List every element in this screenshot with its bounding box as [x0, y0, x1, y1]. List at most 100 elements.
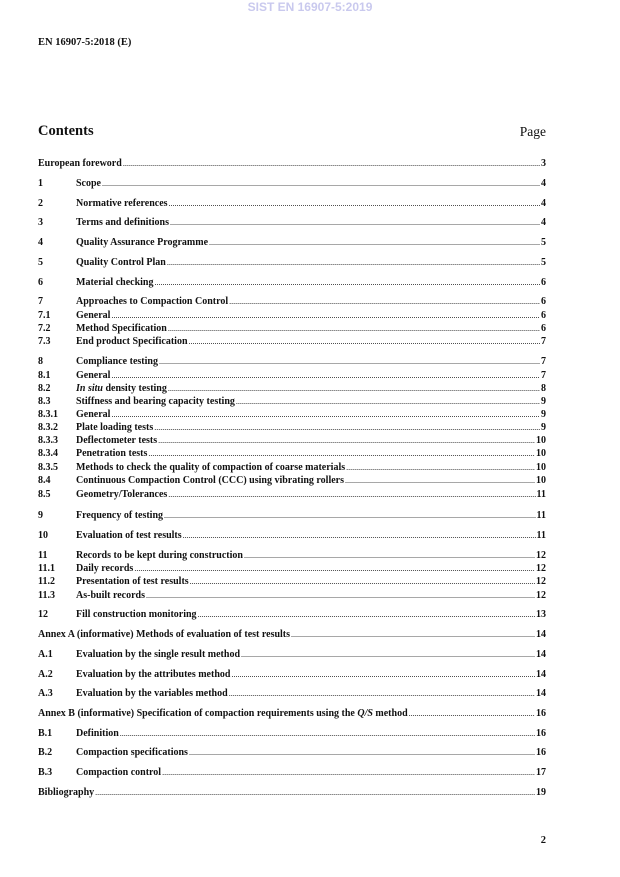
- toc-entry-page: 11: [536, 510, 546, 521]
- dot-leader: [346, 461, 535, 474]
- toc-entry-page: 14: [536, 669, 546, 680]
- toc-entry-page: 6: [541, 310, 546, 321]
- toc-entry-title-text: Plate loading tests: [76, 422, 154, 433]
- toc-entry-title: Stiffness and bearing capacity testing: [76, 395, 235, 408]
- toc-entry-title-text: Geometry/Tolerances: [76, 489, 168, 500]
- toc-entry[interactable]: 11 Records to be kept during construction…: [38, 549, 546, 562]
- toc-entry[interactable]: A.1 Evaluation by the single result metho…: [38, 648, 546, 661]
- toc-entry[interactable]: 3 Terms and definitions 4: [38, 216, 546, 229]
- toc-entry[interactable]: 5 Quality Control Plan 5: [38, 256, 546, 269]
- toc-entry-number: 8.3.5: [38, 462, 58, 473]
- dot-leader: [102, 177, 540, 190]
- toc-entry-title-text: End product Specification: [76, 336, 188, 347]
- toc-entry[interactable]: B.2 Compaction specifications 16: [38, 746, 546, 759]
- dot-leader: [168, 382, 540, 395]
- toc-entry-number: A.2: [38, 669, 53, 680]
- toc-entry-title: Annex A (informative) Methods of evaluat…: [38, 628, 290, 641]
- toc-entry[interactable]: 7.2 Method Specification 6: [38, 322, 546, 335]
- toc-entry[interactable]: Annex B (informative) Specification of c…: [38, 707, 546, 720]
- toc-entry-number: 11.3: [38, 590, 55, 601]
- toc-entry-number: 5: [38, 257, 43, 268]
- toc-entry-title-text: Penetration tests: [76, 448, 148, 459]
- toc-entry[interactable]: 8.3.5 Methods to check the quality of com…: [38, 461, 546, 474]
- toc-entry[interactable]: B.3 Compaction control 17: [38, 766, 546, 779]
- dot-leader: [168, 322, 540, 335]
- toc-entry-title-text: Method Specification: [76, 323, 167, 334]
- toc-entry-title-text: Methods to check the quality of compacti…: [76, 462, 346, 473]
- toc-entry-page: 7: [541, 370, 546, 381]
- toc-entry[interactable]: 6 Material checking 6: [38, 276, 546, 289]
- toc-entry[interactable]: 2 Normative references 4: [38, 197, 546, 210]
- toc-entry-page: 6: [541, 277, 546, 288]
- toc-entry-page: 7: [541, 336, 546, 347]
- toc-entry-page: 10: [536, 462, 546, 473]
- toc-entry-number: A.1: [38, 649, 53, 660]
- toc-entry[interactable]: B.1 Definition 16: [38, 727, 546, 740]
- toc-entry[interactable]: 8.3 Stiffness and bearing capacity testin…: [38, 395, 546, 408]
- toc-entry[interactable]: Annex A (informative) Methods of evaluat…: [38, 628, 546, 641]
- toc-entry[interactable]: 8.3.2 Plate loading tests 9: [38, 421, 546, 434]
- toc-entry-title-text: Fill construction monitoring: [76, 609, 197, 620]
- toc-entry-page: 12: [536, 576, 546, 587]
- toc-entry-page: 19: [536, 787, 546, 798]
- dot-leader: [345, 474, 535, 487]
- toc-entry[interactable]: 10 Evaluation of test results 11: [38, 529, 546, 542]
- toc-entry[interactable]: 9 Frequency of testing 11: [38, 509, 546, 522]
- toc-entry[interactable]: 4 Quality Assurance Programme 5: [38, 236, 546, 249]
- toc-entry[interactable]: 8.3.1 General 9: [38, 408, 546, 421]
- dot-leader: [170, 216, 540, 229]
- toc-entry-title-text: Definition: [76, 728, 119, 739]
- toc-entry-page: 5: [541, 257, 546, 268]
- toc-entry-title-text: Bibliography: [38, 787, 95, 798]
- toc-entry-title: Quality Control Plan: [76, 256, 166, 269]
- toc-entry[interactable]: 8 Compliance testing 7: [38, 355, 546, 368]
- dot-leader: [154, 421, 540, 434]
- toc-entry-number: 8.3.1: [38, 409, 58, 420]
- toc-entry[interactable]: 8.3.4 Penetration tests 10: [38, 447, 546, 460]
- toc-entry[interactable]: 7.3 End product Specification 7: [38, 335, 546, 348]
- toc-entry[interactable]: 7.1 General 6: [38, 309, 546, 322]
- dot-leader: [236, 395, 540, 408]
- toc-entry-title: Scope: [76, 177, 101, 190]
- dot-leader: [231, 668, 535, 681]
- toc-entry-title: Compaction control: [76, 766, 161, 779]
- toc-entry-title-rest: density testing: [102, 383, 167, 394]
- toc-entry-number: 8.1: [38, 370, 51, 381]
- toc-entry[interactable]: European foreword 3: [38, 157, 546, 170]
- toc-entry[interactable]: 8.2 In situ density testing 8: [38, 382, 546, 395]
- toc-entry[interactable]: 8.4 Continuous Compaction Control (CCC) u…: [38, 474, 546, 487]
- toc-entry[interactable]: 12 Fill construction monitoring 13: [38, 608, 546, 621]
- toc-entry[interactable]: 7 Approaches to Compaction Control 6: [38, 295, 546, 308]
- toc-entry[interactable]: A.2 Evaluation by the attributes method 14: [38, 668, 546, 681]
- dot-leader: [95, 786, 535, 799]
- toc-entry[interactable]: 1 Scope 4: [38, 177, 546, 190]
- dot-leader: [183, 529, 536, 542]
- toc-entry[interactable]: A.3 Evaluation by the variables method 14: [38, 687, 546, 700]
- toc-entry[interactable]: 11.2 Presentation of test results 12: [38, 575, 546, 588]
- toc-entry-page: 11: [536, 489, 546, 500]
- toc-entry-number: B.1: [38, 728, 53, 739]
- toc-entry-title-text: Compliance testing: [76, 356, 158, 367]
- toc-entry-page: 7: [541, 356, 546, 367]
- dot-leader: [111, 369, 540, 382]
- toc-entry-number: 7.1: [38, 310, 51, 321]
- toc-entry[interactable]: 8.3.3 Deflectometer tests 10: [38, 434, 546, 447]
- toc-entry-title: Terms and definitions: [76, 216, 169, 229]
- toc-entry[interactable]: 8.1 General 7: [38, 369, 546, 382]
- toc-entry-title-text: General: [76, 370, 111, 381]
- toc-entry-title-text: Annex B (informative) Specification of c…: [38, 708, 358, 719]
- toc-entry-number: 8.3: [38, 396, 51, 407]
- toc-entry-title: Methods to check the quality of compacti…: [76, 461, 345, 474]
- dot-leader: [169, 197, 540, 210]
- toc-entry-page: 8: [541, 383, 546, 394]
- dot-leader: [123, 157, 540, 170]
- toc-entry-title: General: [76, 369, 110, 382]
- toc-entry-title: Annex B (informative) Specification of c…: [38, 707, 408, 720]
- dot-leader: [164, 509, 536, 522]
- toc-entry-number: 12: [38, 609, 48, 620]
- toc-entry-page: 12: [536, 563, 546, 574]
- toc-entry[interactable]: 11.3 As-built records 12: [38, 589, 546, 602]
- toc-entry[interactable]: 11.1 Daily records 12: [38, 562, 546, 575]
- toc-entry[interactable]: Bibliography 19: [38, 786, 546, 799]
- toc-entry[interactable]: 8.5 Geometry/Tolerances 11: [38, 488, 546, 501]
